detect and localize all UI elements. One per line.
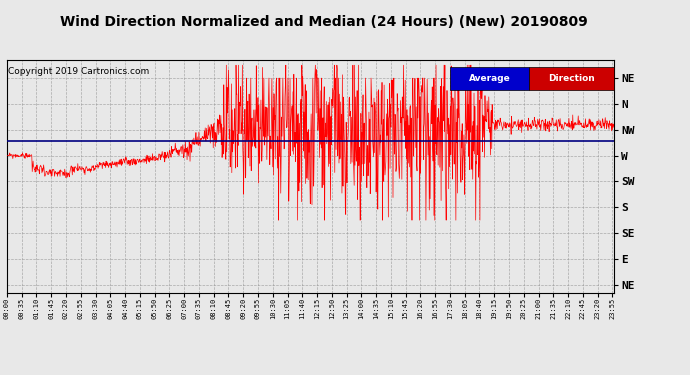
Text: Copyright 2019 Cartronics.com: Copyright 2019 Cartronics.com bbox=[8, 67, 149, 76]
FancyBboxPatch shape bbox=[529, 67, 614, 90]
Text: Average: Average bbox=[469, 74, 511, 83]
Text: Direction: Direction bbox=[549, 74, 595, 83]
Text: Wind Direction Normalized and Median (24 Hours) (New) 20190809: Wind Direction Normalized and Median (24… bbox=[61, 15, 588, 29]
FancyBboxPatch shape bbox=[450, 67, 529, 90]
